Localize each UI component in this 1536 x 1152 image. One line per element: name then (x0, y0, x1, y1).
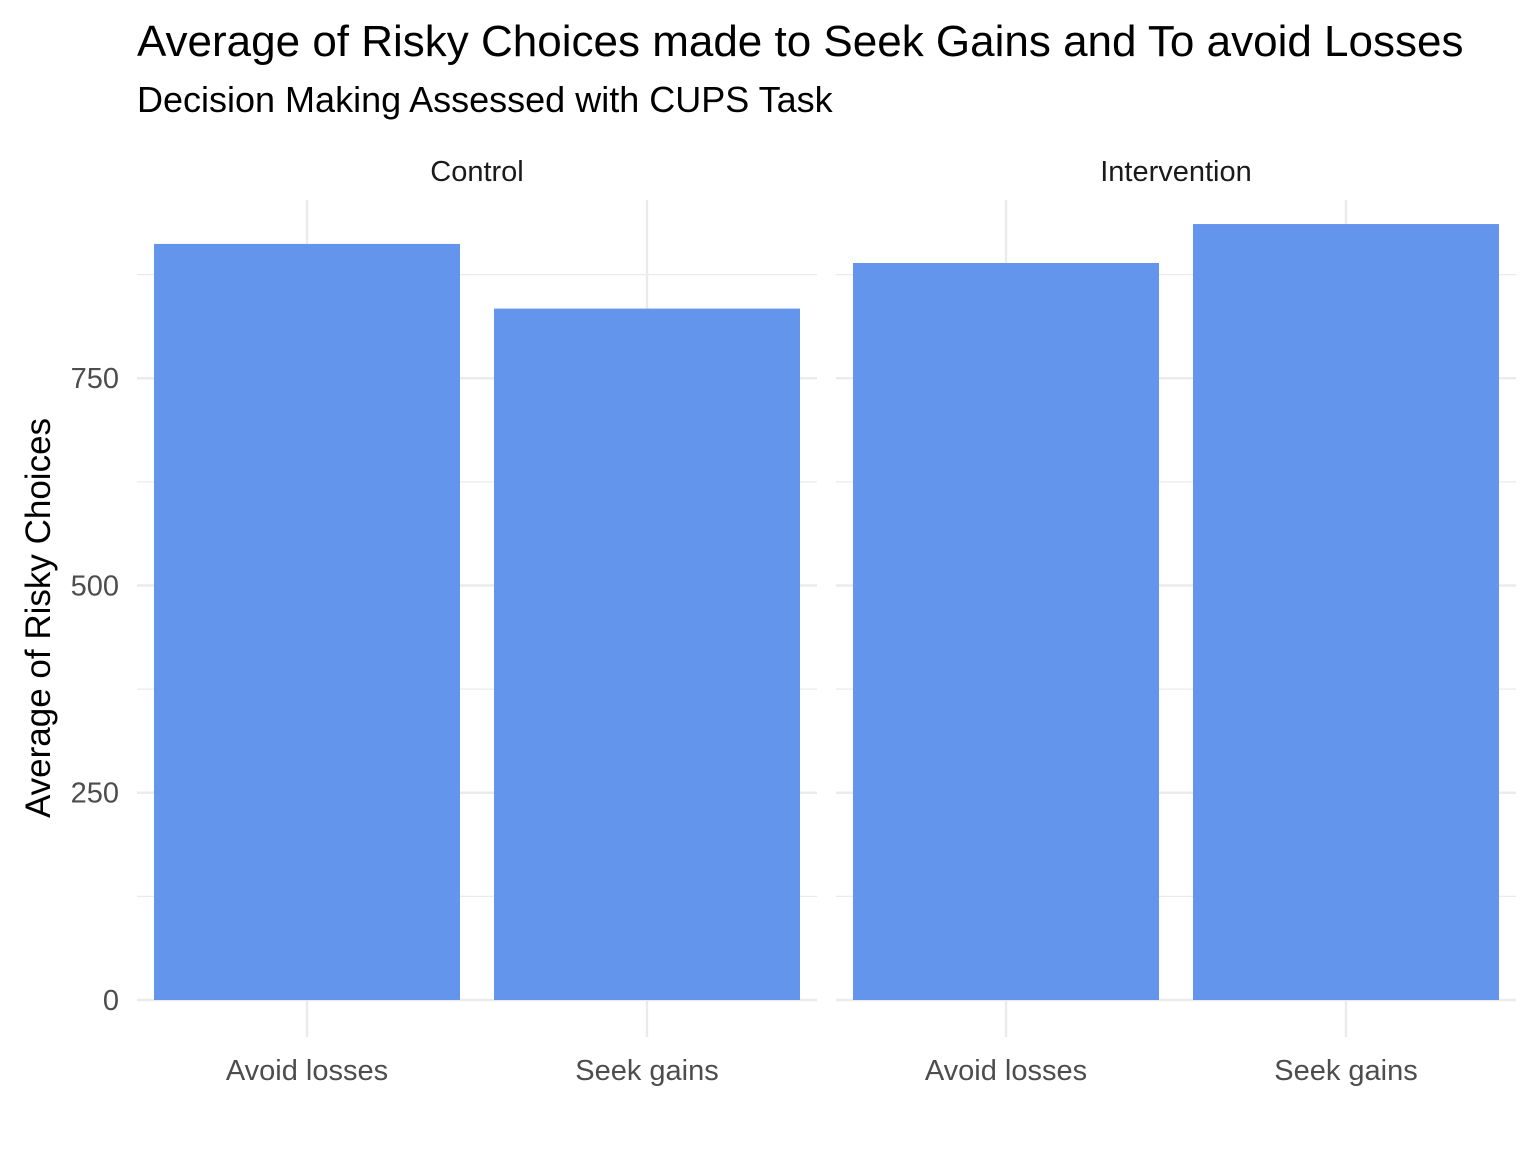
x-tick-label: Seek gains (575, 1055, 719, 1087)
facet-label-control: Control (430, 156, 524, 188)
x-tick-label: Seek gains (1274, 1055, 1418, 1087)
chart-title: Average of Risky Choices made to Seek Ga… (137, 17, 1463, 66)
bar-control-avoid-losses (154, 243, 460, 1001)
bar-layer (154, 224, 1499, 1001)
bar-intervention-seek-gains (1193, 224, 1499, 1001)
facet-label-intervention: Intervention (1100, 156, 1252, 188)
bar-intervention-avoid-losses (853, 263, 1159, 1000)
y-tick-label: 250 (71, 778, 119, 810)
y-tick-label: 500 (71, 570, 119, 602)
chart-subtitle: Decision Making Assessed with CUPS Task (137, 79, 834, 120)
label-layer: Avoid losses Seek gains Control Avoid losse… (71, 156, 1418, 1087)
y-tick-label: 750 (71, 363, 119, 395)
x-tick-label: Avoid losses (226, 1055, 388, 1087)
x-tick-label: Avoid losses (925, 1055, 1087, 1087)
y-tick-label: 0 (103, 985, 119, 1017)
y-axis-label: Average of Risky Choices (19, 418, 58, 818)
bar-control-seek-gains (494, 308, 800, 1000)
